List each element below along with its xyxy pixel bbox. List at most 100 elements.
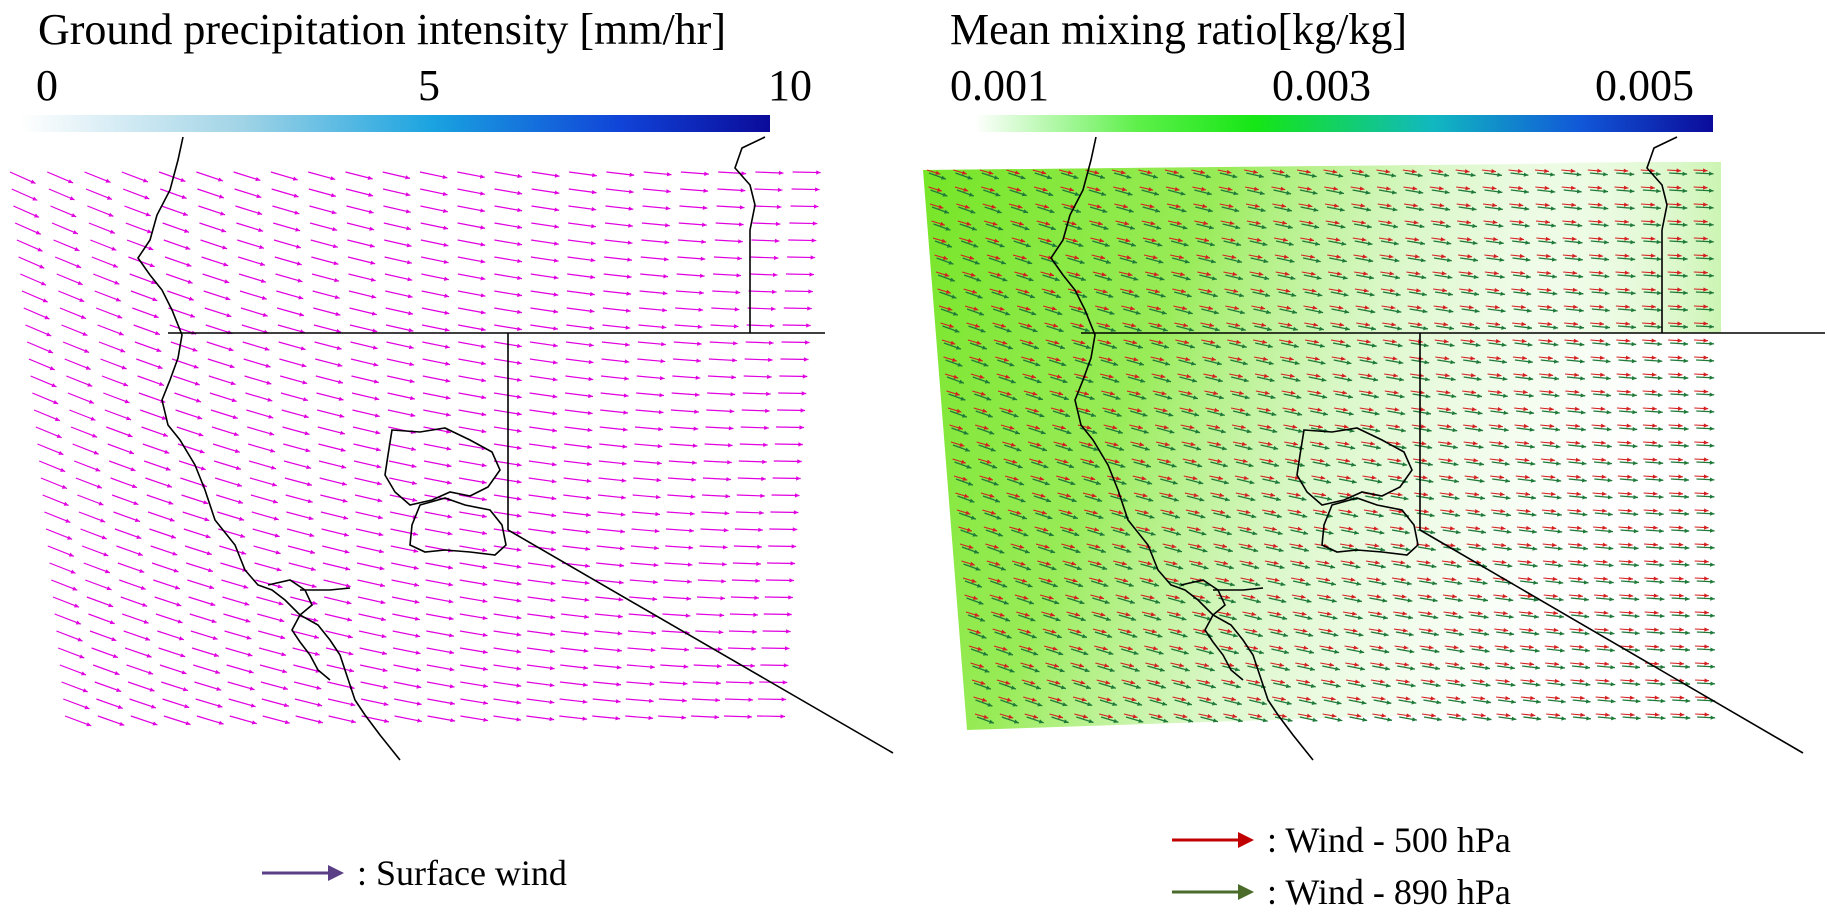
wind-500-arrow-head bbox=[1526, 559, 1532, 565]
wind-890-arrow-head bbox=[1450, 359, 1456, 365]
wind-890-arrow-head bbox=[1242, 361, 1248, 366]
surface-wind-arrow bbox=[319, 477, 347, 486]
wind-500-arrow-head bbox=[1017, 527, 1023, 532]
wind-890-arrow-head bbox=[1095, 480, 1101, 486]
surface-wind-arrow bbox=[245, 392, 273, 402]
surface-wind-arrow bbox=[353, 443, 381, 451]
surface-wind-arrow-head bbox=[185, 721, 191, 726]
wind-890-arrow-head bbox=[1501, 325, 1506, 330]
surface-wind-arrow-head bbox=[516, 462, 522, 467]
wind-500-arrow-head bbox=[1443, 322, 1449, 327]
surface-wind-arrow bbox=[94, 290, 122, 302]
surface-wind-arrow-head bbox=[448, 582, 454, 587]
wind-890-arrow-head bbox=[1036, 379, 1042, 384]
wind-500-arrow-head bbox=[1297, 526, 1303, 531]
wind-890-arrow-head bbox=[1351, 479, 1357, 484]
surface-wind-arrow-head bbox=[414, 582, 420, 587]
surface-wind-arrow bbox=[424, 528, 453, 535]
wind-890-arrow-head bbox=[1308, 632, 1314, 637]
surface-wind-arrow bbox=[45, 528, 73, 540]
wind-500-arrow-head bbox=[1415, 271, 1421, 276]
wind-500-arrow-head bbox=[1629, 644, 1634, 649]
surface-wind-arrow bbox=[593, 664, 622, 669]
surface-wind-arrow bbox=[221, 579, 249, 589]
surface-wind-arrow-head bbox=[551, 462, 557, 467]
wind-500-arrow-head bbox=[975, 629, 981, 634]
surface-wind-arrow-head bbox=[616, 682, 622, 687]
wind-890-arrow-head bbox=[1236, 242, 1242, 247]
surface-wind-arrow-head bbox=[805, 340, 810, 345]
surface-wind-arrow-head bbox=[443, 225, 449, 230]
surface-wind-arrow bbox=[308, 171, 336, 180]
wind-500-arrow-head bbox=[1452, 611, 1458, 616]
surface-wind-arrow bbox=[601, 358, 630, 363]
wind-500-arrow-head bbox=[1003, 663, 1009, 668]
wind-890-arrow-head bbox=[1656, 273, 1662, 279]
surface-wind-arrow-head bbox=[762, 459, 767, 464]
wind-890-arrow-head bbox=[1203, 565, 1209, 570]
surface-wind-arrow-head bbox=[335, 311, 341, 317]
wind-890-arrow-head bbox=[1280, 581, 1286, 587]
surface-wind-arrow bbox=[774, 443, 803, 446]
surface-wind-arrow bbox=[348, 273, 376, 282]
surface-wind-arrow bbox=[359, 647, 388, 655]
wind-890-arrow-head bbox=[1080, 617, 1086, 622]
surface-wind-arrow-head bbox=[551, 513, 557, 518]
wind-500-arrow-head bbox=[990, 510, 996, 515]
surface-wind-arrow bbox=[199, 222, 227, 233]
surface-wind-arrow-head bbox=[213, 652, 219, 657]
wind-890-arrow-head bbox=[1682, 256, 1688, 261]
surface-wind-arrow bbox=[392, 647, 421, 655]
wind-500-arrow-head bbox=[1373, 526, 1379, 531]
surface-wind-arrow bbox=[37, 443, 64, 456]
surface-wind-arrow-head bbox=[104, 569, 110, 574]
surface-wind-arrow-head bbox=[586, 495, 592, 500]
wind-890-arrow-head bbox=[1526, 274, 1531, 279]
wind-890-arrow-head bbox=[1399, 394, 1405, 399]
surface-wind-arrow bbox=[567, 239, 596, 245]
wind-500-arrow-head bbox=[1677, 287, 1682, 292]
wind-500-arrow-head bbox=[1362, 254, 1368, 259]
surface-wind-arrow bbox=[49, 562, 76, 574]
wind-890-arrow-head bbox=[1475, 342, 1481, 348]
wind-890-arrow-head bbox=[1382, 615, 1388, 620]
surface-wind-arrow-head bbox=[702, 205, 708, 210]
wind-500-arrow-head bbox=[1050, 289, 1056, 294]
wind-890-arrow-head bbox=[974, 260, 980, 265]
wind-500-arrow-head bbox=[1599, 338, 1605, 343]
surface-wind-arrow-head bbox=[481, 412, 487, 417]
wind-890-arrow-head bbox=[1103, 225, 1109, 230]
surface-wind-arrow bbox=[127, 681, 155, 692]
surface-wind-arrow bbox=[315, 375, 344, 384]
surface-wind-arrow bbox=[20, 273, 47, 286]
surface-wind-arrow-head bbox=[628, 206, 634, 211]
wind-500-arrow-head bbox=[1470, 356, 1476, 361]
surface-wind-arrow-head bbox=[72, 230, 78, 235]
wind-890-arrow-head bbox=[1075, 208, 1081, 214]
surface-wind-arrow bbox=[634, 443, 663, 448]
wind-890-arrow-head bbox=[1577, 206, 1582, 211]
wind-890-arrow-head bbox=[1331, 598, 1337, 603]
surface-wind-arrow bbox=[698, 562, 727, 566]
wind-890-arrow-head bbox=[1254, 565, 1260, 570]
wind-500-arrow-head bbox=[1499, 475, 1505, 480]
wind-500-arrow-head bbox=[1501, 560, 1507, 565]
surface-wind-arrow-head bbox=[416, 701, 422, 706]
wind-500-arrow-head bbox=[1036, 442, 1042, 447]
surface-wind-arrow-head bbox=[625, 342, 630, 347]
surface-wind-arrow bbox=[594, 630, 623, 635]
wind-890-arrow-head bbox=[1231, 616, 1237, 621]
wind-500-arrow-head bbox=[1140, 459, 1146, 464]
wind-500-arrow-head bbox=[1576, 474, 1581, 480]
wind-890-arrow-head bbox=[1232, 174, 1238, 179]
surface-wind-arrow bbox=[673, 358, 702, 362]
wind-500-arrow-head bbox=[1652, 406, 1657, 411]
surface-wind-arrow-head bbox=[686, 596, 692, 601]
surface-wind-arrow-head bbox=[233, 431, 239, 437]
surface-wind-arrow-head bbox=[255, 177, 261, 182]
wind-890-arrow-head bbox=[1306, 598, 1312, 603]
surface-wind-arrow bbox=[751, 239, 780, 242]
surface-wind-arrow-head bbox=[589, 325, 595, 331]
surface-wind-arrow bbox=[42, 494, 69, 507]
wind-500-arrow-head bbox=[1348, 526, 1354, 531]
